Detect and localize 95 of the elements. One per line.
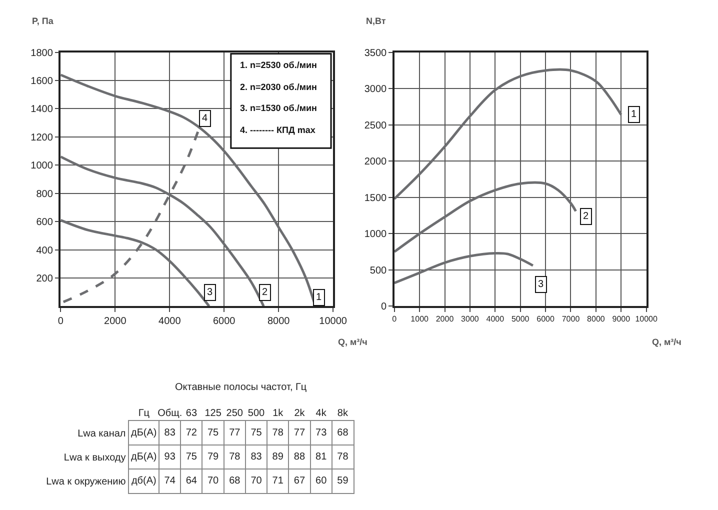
y-tick-label: 500 bbox=[370, 265, 388, 276]
data-label: 77 bbox=[294, 428, 306, 439]
line-series bbox=[394, 252, 534, 284]
data-label: 67 bbox=[294, 476, 306, 487]
x-tick-label: 10000 bbox=[319, 316, 348, 327]
y-tick-label: 1400 bbox=[30, 104, 54, 116]
y-tick-label: 3000 bbox=[364, 84, 388, 96]
data-label: 75 bbox=[250, 428, 262, 439]
y2-tick-label: дб(А) bbox=[131, 476, 156, 487]
line-series bbox=[394, 181, 578, 254]
x-tick-label: 500 bbox=[248, 408, 266, 420]
x-tick-label: 6000 bbox=[212, 316, 236, 327]
annotation: 3 bbox=[538, 279, 544, 290]
y-tick-label: Lwa к выходу bbox=[64, 452, 126, 464]
x-tick-label: 8000 bbox=[587, 314, 606, 324]
annotation: 1 bbox=[631, 109, 637, 120]
x-tick-label: 0 bbox=[392, 314, 398, 324]
data-label: 70 bbox=[250, 476, 262, 487]
y2-tick-label: дБ(А) bbox=[131, 428, 157, 439]
data-label: 83 bbox=[250, 452, 262, 463]
data-label: 78 bbox=[229, 452, 241, 463]
data-label: 89 bbox=[272, 452, 284, 463]
x-tick-label: 4000 bbox=[486, 314, 505, 324]
y-axis-title: N,Вт bbox=[366, 16, 386, 26]
x-tick-label: 7000 bbox=[562, 314, 580, 324]
annotation: 3 bbox=[207, 287, 213, 298]
x-axis-title: Q, м³/ч bbox=[652, 337, 682, 347]
y2-tick-label: дБ(А) bbox=[131, 452, 157, 463]
data-label: 72 bbox=[186, 428, 198, 439]
y-tick-label: 800 bbox=[36, 188, 54, 200]
data-label: 68 bbox=[229, 476, 241, 487]
x-tick-label: 125 bbox=[204, 408, 222, 420]
x-tick-label: 6000 bbox=[536, 314, 555, 324]
x-tick-label: 9000 bbox=[612, 314, 631, 324]
y-tick-label: 600 bbox=[36, 217, 54, 228]
annotation: 1. n=2530 об./мин bbox=[240, 60, 317, 70]
data-label: 75 bbox=[186, 452, 198, 463]
y-tick-label: 1800 bbox=[30, 48, 54, 59]
x-tick-label: 1k bbox=[272, 408, 284, 420]
data-label: 81 bbox=[316, 452, 328, 463]
data-label: 79 bbox=[207, 452, 220, 463]
y-tick-label: 2000 bbox=[364, 156, 388, 168]
x-tick-label: Общ. bbox=[158, 408, 182, 420]
data-label: 59 bbox=[337, 476, 349, 487]
y-tick-label: 3500 bbox=[364, 48, 388, 59]
x-tick-label: 2000 bbox=[436, 314, 454, 324]
data-label: 74 bbox=[164, 476, 176, 487]
data-label: 60 bbox=[316, 476, 328, 487]
y-tick-label: 1000 bbox=[364, 229, 388, 240]
data-label: 83 bbox=[164, 428, 176, 439]
y-tick-label: Lwa канал bbox=[78, 428, 126, 440]
x-tick-label: 4000 bbox=[158, 316, 182, 327]
x-tick-label: 0 bbox=[58, 316, 64, 327]
x-tick-label: 2k bbox=[294, 408, 306, 420]
annotation: 2. n=2030 об./мин bbox=[240, 82, 317, 92]
data-label: 77 bbox=[229, 428, 241, 439]
y-tick-label: Lwa к окружению bbox=[46, 476, 126, 488]
data-label: 70 bbox=[207, 476, 220, 487]
data-label: 93 bbox=[164, 452, 176, 463]
y-tick-label: 400 bbox=[36, 245, 54, 256]
x-tick-label: 8k bbox=[337, 408, 349, 420]
x-tick-label: 63 bbox=[186, 408, 198, 420]
data-label: 73 bbox=[316, 428, 328, 439]
data-label: 75 bbox=[207, 428, 220, 439]
x-tick-label: 1000 bbox=[410, 314, 430, 324]
y-axis-title: P, Па bbox=[32, 16, 54, 26]
y-tick-label: 1600 bbox=[30, 76, 54, 88]
x-axis-title: Q, м³/ч bbox=[338, 337, 368, 347]
annotation: 4. -------- КПД max bbox=[240, 125, 316, 135]
x-tick-label: 3000 bbox=[461, 314, 480, 324]
y-tick-label: 1200 bbox=[30, 132, 54, 144]
y-tick-label: 0 bbox=[381, 302, 388, 313]
x-tick-label: 250 bbox=[226, 408, 244, 420]
line-series bbox=[394, 68, 622, 200]
y-tick-label: 1500 bbox=[364, 192, 388, 204]
data-label: 71 bbox=[272, 476, 284, 487]
y-tick-label: 200 bbox=[36, 273, 54, 284]
x-tick-label: 10000 bbox=[635, 314, 658, 324]
x-tick-label: 5000 bbox=[511, 314, 530, 324]
data-label: 64 bbox=[186, 476, 198, 487]
text: Гц bbox=[138, 408, 150, 420]
annotation: 4 bbox=[202, 113, 208, 124]
y-tick-label: 1000 bbox=[30, 160, 54, 172]
annotation: 2 bbox=[583, 211, 589, 222]
data-label: 78 bbox=[337, 452, 349, 463]
annotation: 2 bbox=[262, 287, 268, 298]
x-tick-label: 4k bbox=[316, 408, 328, 420]
text: Октавные полосы частот, Гц bbox=[175, 382, 307, 393]
annotation: 3. n=1530 об./мин bbox=[240, 103, 317, 113]
data-label: 78 bbox=[272, 428, 284, 439]
data-label: 88 bbox=[294, 452, 306, 463]
x-tick-label: 8000 bbox=[267, 316, 290, 327]
data-label: 68 bbox=[337, 428, 349, 439]
annotation: 1 bbox=[316, 292, 322, 303]
y-tick-label: 2500 bbox=[364, 120, 388, 132]
